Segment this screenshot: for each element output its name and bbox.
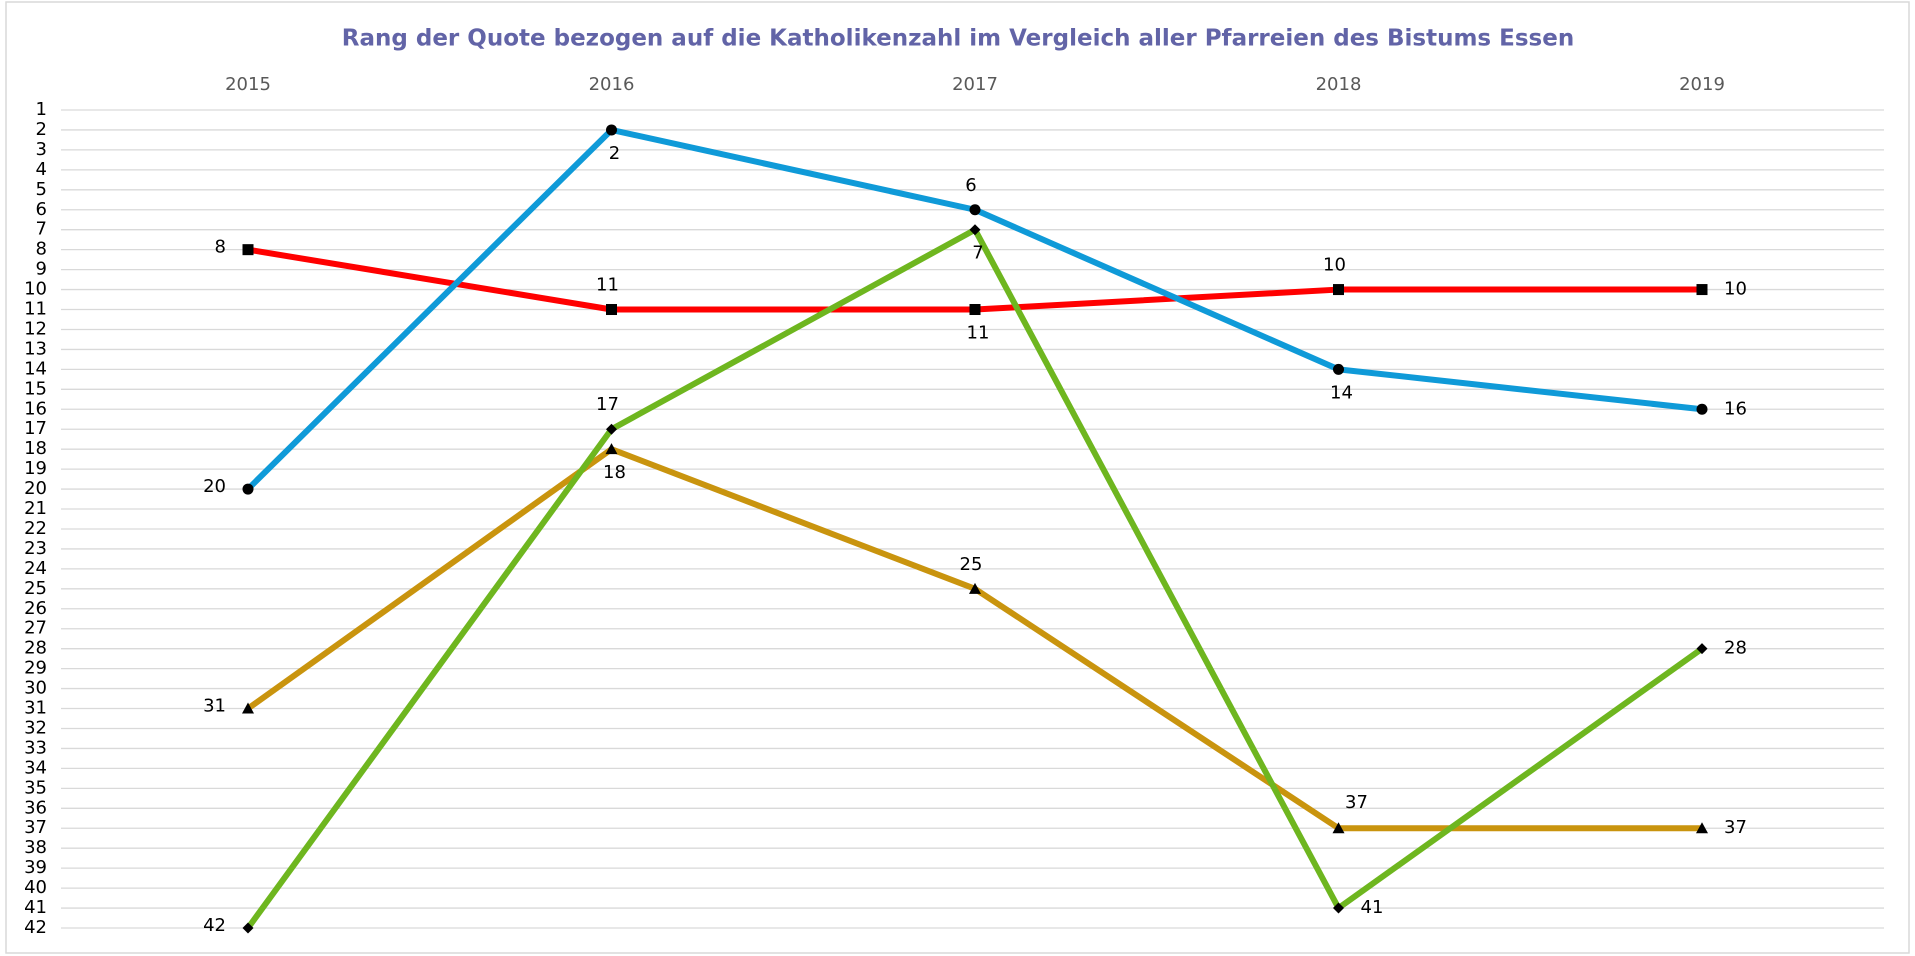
y-tick-label: 27 <box>24 618 47 639</box>
y-tick-label: 33 <box>24 737 47 758</box>
y-tick-label: 32 <box>24 717 47 738</box>
y-tick-label: 3 <box>36 139 47 160</box>
y-tick-label: 29 <box>24 658 47 679</box>
y-tick-label: 1 <box>36 99 47 120</box>
y-tick-label: 26 <box>24 598 47 619</box>
y-tick-label: 39 <box>24 857 47 878</box>
data-label: 6 <box>965 175 976 196</box>
y-tick-label: 17 <box>24 418 47 439</box>
y-tick-label: 37 <box>24 817 47 838</box>
marker <box>242 702 254 714</box>
data-label: 20 <box>203 476 226 497</box>
y-tick-label: 24 <box>24 558 47 579</box>
data-label: 2 <box>609 143 620 164</box>
marker <box>242 922 254 934</box>
y-tick-label: 21 <box>24 498 47 519</box>
y-tick-label: 38 <box>24 837 47 858</box>
y-tick-label: 13 <box>24 338 47 359</box>
data-label: 17 <box>596 394 619 415</box>
y-tick-label: 5 <box>36 179 47 200</box>
marker <box>242 483 254 495</box>
y-tick-label: 34 <box>24 757 47 778</box>
y-tick-label: 20 <box>24 478 47 499</box>
y-tick-label: 7 <box>36 219 47 240</box>
marker <box>606 124 617 136</box>
y-tick-label: 42 <box>24 917 47 938</box>
data-label: 42 <box>203 915 226 936</box>
marker <box>969 224 981 236</box>
marker <box>242 244 254 256</box>
x-tick-label: 2018 <box>1316 74 1362 95</box>
y-tick-label: 23 <box>24 538 47 559</box>
data-label: 41 <box>1361 897 1384 918</box>
marker <box>1332 822 1345 834</box>
y-tick-label: 12 <box>24 318 47 339</box>
marker <box>1696 643 1708 655</box>
y-tick-label: 16 <box>24 398 47 419</box>
data-label: 11 <box>967 323 990 344</box>
data-label: 25 <box>960 554 983 575</box>
marker <box>1333 363 1344 375</box>
y-tick-label: 35 <box>24 777 47 798</box>
marker <box>969 304 981 316</box>
data-label: 31 <box>203 696 226 717</box>
y-tick-label: 25 <box>24 578 47 599</box>
x-tick-label: 2017 <box>952 74 998 95</box>
marker <box>969 582 981 594</box>
data-label: 10 <box>1323 255 1346 276</box>
y-tick-label: 4 <box>36 159 47 180</box>
x-tick-label: 2015 <box>225 74 271 95</box>
y-tick-label: 36 <box>24 797 47 818</box>
y-tick-label: 8 <box>36 239 47 260</box>
x-tick-label: 2016 <box>589 74 635 95</box>
data-label: 10 <box>1724 279 1747 300</box>
y-tick-label: 14 <box>24 358 47 379</box>
marker <box>1333 902 1344 914</box>
data-label: 7 <box>972 243 983 264</box>
y-tick-label: 19 <box>24 458 47 479</box>
data-label: 16 <box>1724 398 1747 419</box>
data-label: 37 <box>1345 792 1368 813</box>
y-tick-label: 9 <box>36 259 47 280</box>
data-label: 28 <box>1724 638 1747 659</box>
chart-border <box>5 1 1910 954</box>
y-tick-label: 2 <box>36 119 47 140</box>
marker <box>969 204 981 216</box>
y-tick-label: 18 <box>24 438 47 459</box>
marker <box>1333 284 1344 296</box>
chart-title: Rang der Quote bezogen auf die Katholike… <box>342 26 1574 52</box>
y-tick-label: 28 <box>24 638 47 659</box>
marker <box>1696 403 1708 415</box>
x-tick-label: 2019 <box>1679 74 1725 95</box>
marker <box>606 423 617 435</box>
y-tick-label: 6 <box>36 199 47 220</box>
marker <box>1696 822 1708 834</box>
data-label: 14 <box>1330 382 1353 403</box>
data-label: 8 <box>215 237 226 258</box>
y-tick-label: 30 <box>24 678 47 699</box>
data-label: 18 <box>603 462 626 483</box>
data-label: 37 <box>1724 817 1747 838</box>
y-tick-label: 11 <box>24 299 47 320</box>
marker <box>605 443 618 455</box>
marker <box>606 304 617 316</box>
marker <box>1696 284 1708 296</box>
y-tick-label: 41 <box>24 897 47 918</box>
y-tick-label: 22 <box>24 518 47 539</box>
y-tick-label: 31 <box>24 698 47 719</box>
y-tick-label: 10 <box>24 279 47 300</box>
data-label: 11 <box>596 275 619 296</box>
y-tick-label: 40 <box>24 877 47 898</box>
y-tick-label: 15 <box>24 378 47 399</box>
